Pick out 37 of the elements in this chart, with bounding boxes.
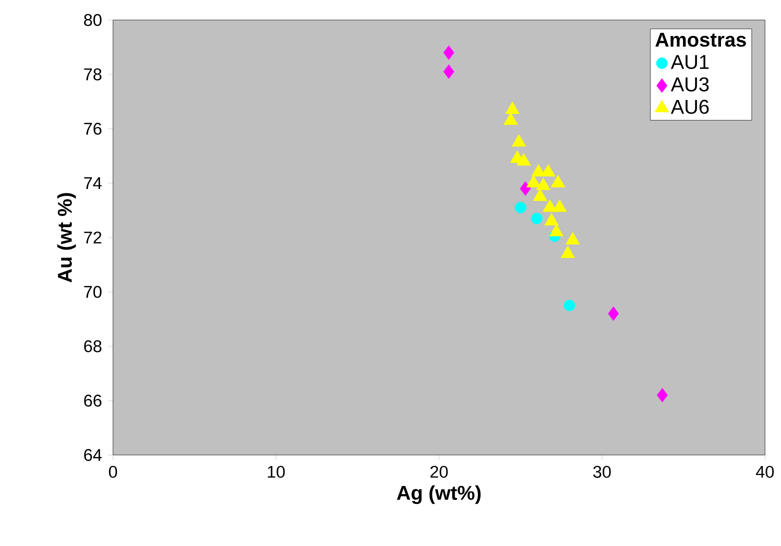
point	[564, 300, 576, 312]
point	[566, 232, 580, 244]
y-tick-label: 72	[84, 232, 102, 244]
x-tick-label: 40	[756, 466, 774, 478]
y-tick-label: 70	[84, 286, 102, 298]
y-tick-label: 80	[84, 14, 102, 26]
point	[656, 388, 668, 402]
legend-label: AU3	[670, 77, 709, 92]
point	[516, 153, 531, 166]
x-tick-label: 10	[268, 466, 285, 478]
y-tick-label: 66	[84, 394, 102, 407]
legend-label: AU6	[670, 100, 709, 114]
y-axis-title: Au (wt %)	[57, 193, 76, 282]
y-tick-label: 78	[84, 68, 102, 80]
x-axis-title: Ag (wt%)	[396, 485, 481, 504]
point	[544, 212, 559, 226]
y-tick-label: 76	[84, 122, 102, 135]
point	[532, 188, 548, 201]
point	[550, 174, 566, 188]
point	[536, 178, 550, 190]
x-tick-label: 0	[108, 466, 118, 478]
x-tick-label: 20	[430, 466, 448, 478]
x-tick-label: 30	[593, 466, 611, 478]
legend-title: Amostras	[655, 32, 746, 47]
legend-label: AU1	[670, 55, 709, 70]
y-tick-label: 68	[84, 340, 102, 352]
point	[512, 134, 526, 147]
y-tick-label: 74	[84, 177, 102, 189]
point	[549, 224, 564, 236]
point	[560, 246, 575, 258]
point	[608, 306, 619, 321]
point	[526, 174, 541, 188]
point	[504, 112, 518, 125]
point	[505, 102, 520, 114]
point	[541, 164, 556, 176]
point	[542, 199, 557, 212]
y-tick-label: 64	[84, 449, 102, 461]
